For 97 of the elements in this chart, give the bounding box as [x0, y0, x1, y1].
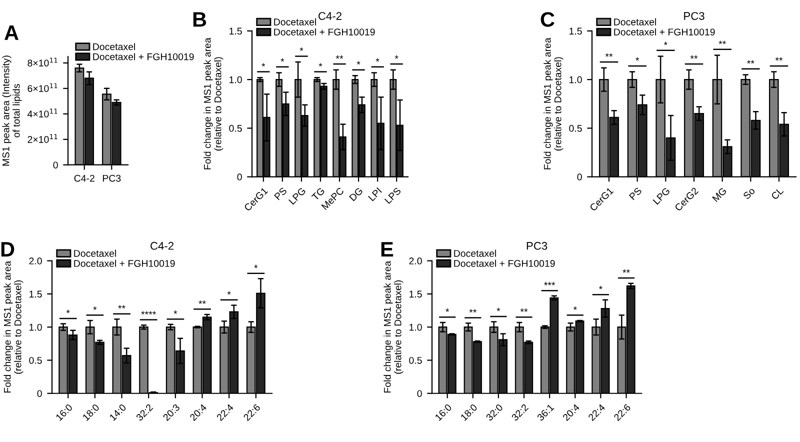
text: C	[540, 12, 554, 27]
annotation: *	[262, 63, 266, 66]
x-tick-label: So	[742, 186, 756, 200]
x-tick-label: DG	[348, 187, 364, 202]
legend-label: Docetaxel	[274, 18, 316, 26]
x-tick-label: 32:0	[486, 404, 504, 422]
annotation: ****	[141, 311, 156, 314]
text: A	[4, 26, 18, 40]
annotation: *	[664, 42, 668, 46]
y-tick-label: 0	[37, 390, 42, 397]
chart-title: PC3	[684, 12, 704, 20]
chart-title: C4-2	[150, 242, 174, 250]
y-tick-label: 0	[237, 174, 242, 180]
x-tick-label: MG	[712, 187, 727, 202]
legend-label: Docetaxel + FGH10019	[74, 260, 175, 267]
y-tick-label: 1.0	[30, 324, 42, 331]
x-tick-label: LPS	[384, 187, 402, 204]
y-tick-label: 1.5	[30, 290, 42, 298]
legend-label: Docetaxel	[74, 250, 116, 257]
legend-label: Docetaxel + FGH10019	[93, 53, 194, 60]
annotation: *	[66, 310, 70, 314]
y-tick-label: 1.5	[570, 28, 582, 35]
annotation: **	[469, 309, 477, 313]
x-tick-label: 18:0	[82, 404, 100, 422]
text: D	[1, 242, 14, 256]
y-tick-label: 0	[577, 174, 582, 180]
y-tick-label: 1.5	[230, 28, 242, 35]
annotation: **	[605, 53, 613, 57]
chart-title: C4-2	[318, 12, 342, 20]
annotation: **	[747, 60, 754, 64]
annotation: **	[775, 57, 783, 61]
legend-label: Docetaxel + FGH10019	[274, 28, 375, 36]
x-tick-label: PS	[628, 187, 642, 200]
annotation: *	[93, 306, 97, 310]
x-tick-label: 16:0	[55, 404, 73, 422]
annotation: **	[622, 269, 630, 273]
y-tick-label: 1.0	[570, 76, 582, 84]
y-tick-label: 2×10$^{11}$	[28, 134, 58, 143]
y-tick-label: 1.0	[410, 324, 422, 331]
y-tick-label: 0.5	[29, 356, 42, 364]
x-tick-label: 36:1	[536, 404, 554, 422]
annotation: *	[446, 308, 450, 312]
y-tick-label: 2.0	[409, 258, 422, 264]
y-axis-title: Fold change in MS1 peak area (relative to Docetaxel)	[204, 38, 224, 170]
y-tick-label: 4×10$^{11}$	[27, 108, 58, 118]
y-tick-label: 0.5	[569, 124, 582, 132]
x-tick-label: 32:2	[511, 404, 529, 422]
annotation: *	[280, 58, 284, 62]
text: B	[193, 12, 206, 27]
legend-label: Docetaxel	[93, 43, 135, 50]
annotation: **	[336, 55, 344, 59]
text: E	[381, 242, 394, 256]
annotation: *	[300, 48, 304, 51]
y-tick-label: 1.0	[230, 76, 242, 84]
y-tick-label: 0	[417, 390, 422, 397]
annotation: ***	[544, 282, 556, 286]
y-tick-label: 2.0	[29, 258, 42, 264]
y-axis-title: MS1 peak area (Intensity) of total lipids	[2, 56, 22, 166]
x-tick-label: 18:0	[460, 404, 478, 422]
annotation: *	[636, 57, 640, 61]
annotation: **	[118, 305, 126, 309]
annotation: **	[520, 308, 528, 312]
x-tick-label: CL	[770, 186, 784, 200]
y-axis-title: Fold change in MS1 peak area (relative to Docetaxel)	[544, 38, 564, 170]
y-tick-label: 6×10$^{11}$	[28, 83, 58, 92]
annotation: **	[690, 55, 698, 59]
x-tick-label: PS	[274, 187, 288, 200]
x-tick-label: 32:2	[136, 404, 154, 422]
x-tick-label: LPI	[368, 187, 382, 202]
annotation: *	[496, 308, 500, 312]
y-tick-label: 0.5	[409, 356, 422, 364]
legend-label: Docetaxel + FGH10019	[614, 28, 715, 36]
chart-title: PC3	[526, 242, 548, 250]
y-tick-label: 0	[53, 162, 58, 168]
annotation: *	[598, 286, 602, 290]
annotation: *	[318, 63, 322, 66]
legend-label: Docetaxel	[454, 250, 496, 257]
x-tick-label: 20:3	[162, 404, 180, 422]
y-tick-label: 1.5	[410, 290, 422, 298]
y-axis-title: Fold change in MS1 peak area (relative to Docetaxel)	[384, 260, 404, 392]
annotation: *	[573, 306, 577, 310]
annotation: *	[356, 61, 360, 65]
x-tick-label: 14:0	[109, 404, 127, 422]
annotation: *	[254, 264, 258, 268]
x-tick-label: 16:0	[434, 404, 452, 422]
annotation: *	[394, 55, 398, 59]
x-tick-label: 22:6	[613, 404, 632, 422]
legend-label: Docetaxel + FGH10019	[454, 260, 555, 267]
annotation: *	[174, 310, 178, 314]
annotation: **	[718, 40, 726, 44]
annotation: *	[376, 58, 380, 62]
legend-label: Docetaxel	[614, 18, 656, 26]
y-axis-title: Fold change in MS1 peak area (relative to Docetaxel)	[4, 260, 24, 392]
y-tick-label: 0.5	[229, 124, 242, 132]
annotation: *	[227, 291, 231, 295]
y-tick-label: 8×10$^{11}$	[28, 58, 58, 66]
annotation: **	[198, 300, 206, 304]
